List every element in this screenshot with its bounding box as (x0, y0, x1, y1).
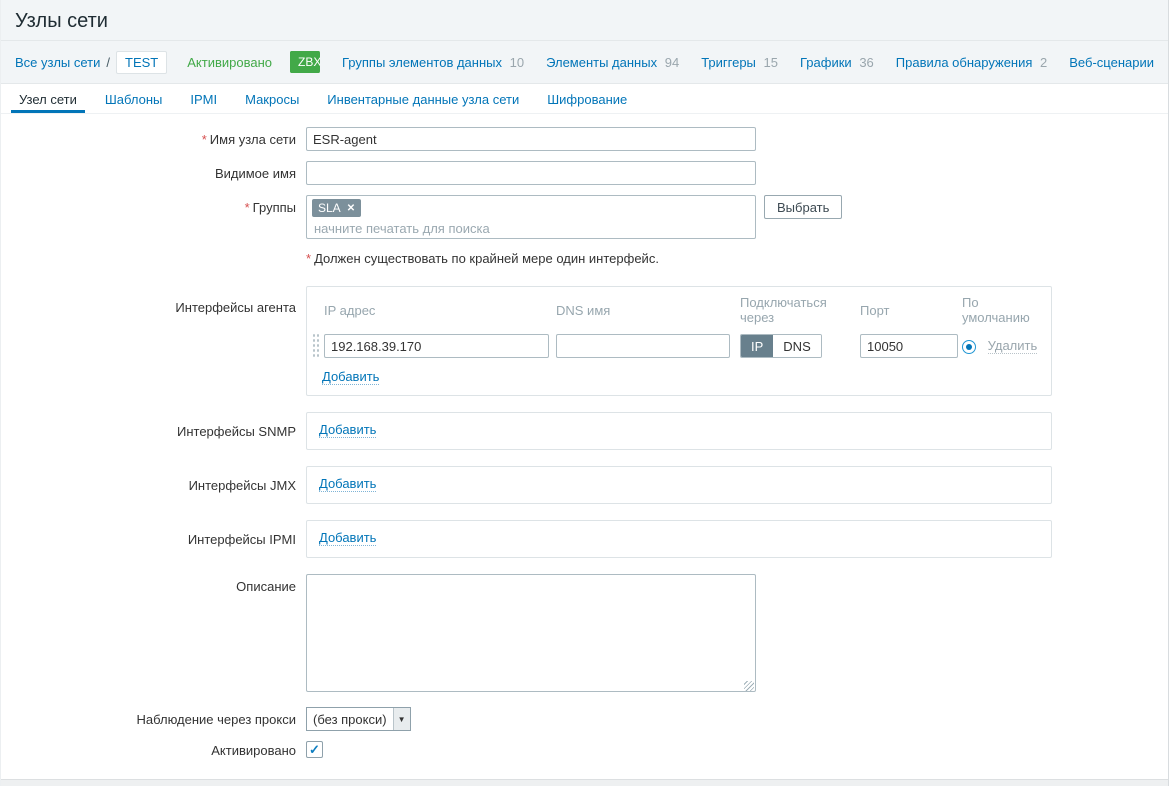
group-chip: SLA ✕ (312, 199, 362, 217)
ipmi-interfaces-box: Добавить (306, 520, 1052, 558)
proxy-selected-value: (без прокси) (313, 711, 387, 727)
graphs-count: 36 (859, 54, 874, 70)
host-status-badge: Активировано (187, 54, 272, 70)
description-label: Описание (236, 579, 296, 594)
connect-via-ip-option[interactable]: IP (741, 335, 774, 357)
connect-via-toggle: IP DNS (740, 334, 822, 358)
graphs-link[interactable]: Графики (800, 54, 852, 70)
tab-bar: Узел сети Шаблоны IPMI Макросы Инвентарн… (1, 84, 1168, 114)
nav-item-web: Веб-сценарии (1069, 55, 1154, 70)
nav-item-graphs: Графики 36 (800, 55, 874, 70)
agent-port-input[interactable] (860, 334, 958, 358)
visible-name-label: Видимое имя (214, 166, 296, 181)
title-band: Узлы сети (1, 0, 1168, 41)
tab-templates[interactable]: Шаблоны (104, 92, 163, 107)
check-icon: ✓ (309, 741, 320, 757)
visible-name-input[interactable] (306, 161, 756, 185)
host-form: *Имя узла сети Видимое имя *Группы SLA (1, 114, 1168, 786)
column-header-connect: Подключаться через (740, 295, 827, 325)
proxy-label: Наблюдение через прокси (136, 712, 296, 727)
column-header-dns: DNS имя (556, 302, 611, 318)
connect-via-dns-option[interactable]: DNS (773, 335, 821, 357)
nav-item-triggers: Триггеры 15 (701, 55, 778, 70)
host-name-label: * Имя узла сети (201, 132, 296, 147)
remove-interface-link[interactable]: Удалить (987, 338, 1038, 355)
description-textarea[interactable] (306, 574, 756, 692)
snmp-interfaces-label: Интерфейсы SNMP (177, 424, 296, 439)
tab-host[interactable]: Узел сети (11, 84, 85, 113)
groups-multiselect[interactable]: SLA ✕ начните печатать для поиска (306, 195, 756, 239)
jmx-interfaces-label: Интерфейсы JMX (188, 478, 296, 493)
web-scenarios-link[interactable]: Веб-сценарии (1069, 54, 1154, 70)
breadcrumb-current-host[interactable]: TEST (116, 50, 168, 74)
groups-select-button[interactable]: Выбрать (764, 195, 843, 219)
ipmi-interfaces-label: Интерфейсы IPMI (187, 532, 296, 547)
agent-interfaces-label: Интерфейсы агента (175, 300, 296, 315)
applications-count: 10 (509, 54, 525, 70)
nav-item-applications: Группы элементов данных 10 (342, 55, 524, 70)
enabled-checkbox[interactable]: ✓ (306, 741, 323, 758)
page-title: Узлы сети (15, 10, 108, 32)
enabled-label: Активировано (211, 743, 296, 758)
ipmi-add-link[interactable]: Добавить (319, 530, 377, 546)
breadcrumb-all-hosts-link[interactable]: Все узлы сети (15, 54, 101, 70)
tab-inventory[interactable]: Инвентарные данные узла сети (327, 92, 520, 107)
agent-add-link[interactable]: Добавить (322, 369, 380, 385)
triggers-count: 15 (763, 54, 778, 70)
nav-item-items: Элементы данных 94 (546, 55, 679, 70)
snmp-interfaces-box: Добавить (306, 412, 1052, 450)
discovery-rules-count: 2 (1040, 54, 1048, 70)
interface-required-hint: * Должен существовать по крайней мере оди… (306, 251, 659, 266)
column-header-default: По умолчанию (962, 295, 1030, 325)
proxy-select[interactable]: (без прокси) ▼ (306, 707, 411, 731)
nav-item-discovery: Правила обнаружения 2 (896, 55, 1047, 70)
groups-label: * Группы (244, 200, 296, 215)
breadcrumb: Все узлы сети / TEST Активировано ZBX SN… (1, 41, 1168, 84)
availability-badge-zbx: ZBX (290, 51, 320, 73)
required-mark: * (306, 251, 312, 266)
select-arrow-icon: ▼ (392, 708, 410, 730)
column-header-port: Порт (860, 302, 890, 318)
default-interface-radio[interactable] (962, 339, 976, 354)
bottom-edge (1, 779, 1168, 786)
items-link[interactable]: Элементы данных (546, 54, 658, 70)
items-count: 94 (664, 54, 680, 70)
breadcrumb-separator: / (106, 54, 111, 70)
jmx-add-link[interactable]: Добавить (319, 476, 377, 492)
tab-encryption[interactable]: Шифрование (547, 92, 628, 107)
discovery-rules-link[interactable]: Правила обнаружения (895, 54, 1033, 70)
tab-ipmi[interactable]: IPMI (190, 92, 218, 107)
agent-dns-input[interactable] (556, 334, 730, 358)
group-chip-label: SLA (318, 201, 341, 215)
applications-link[interactable]: Группы элементов данных (341, 54, 502, 70)
jmx-interfaces-box: Добавить (306, 466, 1052, 504)
triggers-link[interactable]: Триггеры (701, 54, 756, 70)
required-mark: * (244, 200, 250, 215)
availability-badges: ZBX SNMP JMX IPMI (290, 51, 320, 73)
chip-remove-icon[interactable]: ✕ (346, 202, 356, 214)
column-header-ip: IP адрес (324, 302, 376, 318)
drag-handle-icon[interactable] (312, 333, 319, 359)
agent-interfaces-box: IP адрес DNS имя Подключаться через Порт… (306, 286, 1052, 396)
host-name-input[interactable] (306, 127, 756, 151)
tab-macros[interactable]: Макросы (245, 92, 300, 107)
snmp-add-link[interactable]: Добавить (319, 422, 377, 438)
groups-placeholder: начните печатать для поиска (314, 221, 490, 236)
agent-ip-input[interactable] (324, 334, 549, 358)
required-mark: * (201, 132, 207, 147)
